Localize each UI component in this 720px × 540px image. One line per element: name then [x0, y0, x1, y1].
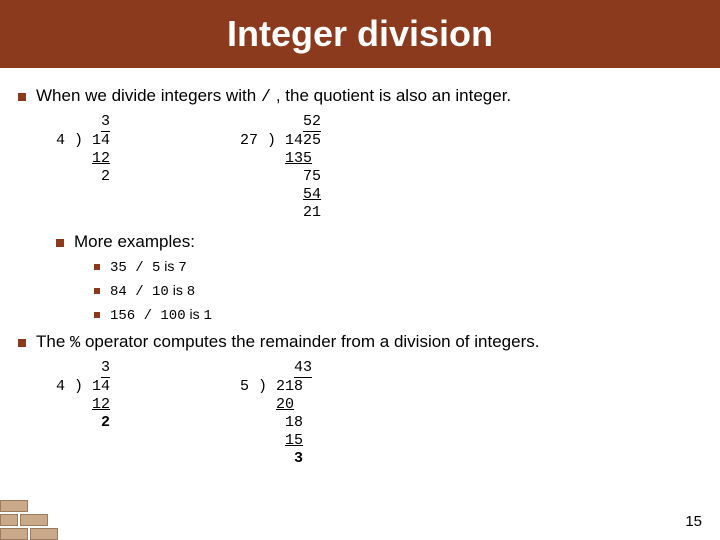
brick-decoration: [0, 494, 60, 540]
longdiv-1-left: 3 4 ) 14 12 2: [56, 113, 110, 222]
division-set-2: 3 4 ) 14 12 2 43 5 ) 218 20 18 15 3: [56, 359, 702, 468]
longdiv-2-right: 43 5 ) 218 20 18 15 3: [240, 359, 312, 468]
example-3: 156 / 100 is 1: [94, 306, 702, 324]
page-number: 15: [685, 513, 702, 530]
title-bar: Integer division: [0, 0, 720, 68]
example-text: 84 / 10 is 8: [110, 282, 195, 300]
bullet-text: When we divide integers with / , the quo…: [36, 86, 511, 107]
example-text: 156 / 100 is 1: [110, 306, 212, 324]
example-2: 84 / 10 is 8: [94, 282, 702, 300]
bullet-text: The % operator computes the remainder fr…: [36, 332, 539, 353]
slide-title: Integer division: [227, 13, 493, 55]
bullet-quotient: When we divide integers with / , the quo…: [18, 86, 702, 107]
bullet-remainder: The % operator computes the remainder fr…: [18, 332, 702, 353]
example-text: 35 / 5 is 7: [110, 258, 187, 276]
example-1: 35 / 5 is 7: [94, 258, 702, 276]
bullet-text: More examples:: [74, 232, 195, 252]
bullet-more-examples: More examples:: [56, 232, 702, 252]
longdiv-1-right: 52 27 ) 1425 135 75 54 21: [240, 113, 321, 222]
bullet-icon: [94, 312, 100, 318]
bullet-icon: [56, 239, 64, 247]
bullet-icon: [94, 264, 100, 270]
slide-content: When we divide integers with / , the quo…: [0, 68, 720, 468]
bullet-icon: [18, 93, 26, 101]
bullet-icon: [94, 288, 100, 294]
bullet-icon: [18, 339, 26, 347]
division-set-1: 3 4 ) 14 12 2 52 27 ) 1425 135 75 54 21: [56, 113, 702, 222]
longdiv-2-left: 3 4 ) 14 12 2: [56, 359, 110, 468]
